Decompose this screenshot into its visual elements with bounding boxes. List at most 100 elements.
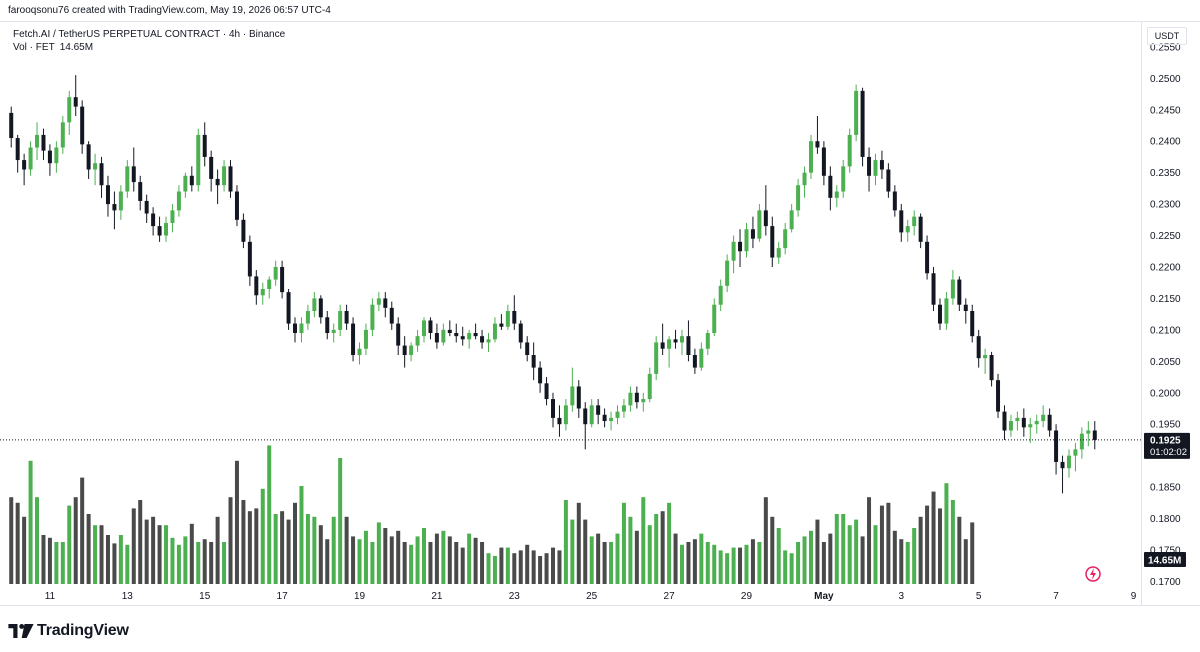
candle-body bbox=[125, 166, 130, 192]
candle bbox=[267, 276, 272, 299]
volume-tag: 14.65M bbox=[1144, 552, 1186, 567]
flash-icon[interactable] bbox=[1085, 566, 1101, 582]
candle bbox=[228, 160, 233, 198]
candle bbox=[589, 399, 594, 428]
candle-body bbox=[892, 191, 897, 211]
candle-body bbox=[551, 399, 555, 418]
candle bbox=[434, 323, 439, 349]
candle bbox=[338, 304, 343, 337]
volume-bar bbox=[299, 486, 304, 584]
time-tick-label: 23 bbox=[509, 591, 521, 602]
candle bbox=[570, 367, 575, 412]
candle bbox=[905, 219, 910, 242]
candle-body bbox=[976, 336, 981, 359]
price-axis-ticks: 0.2550 0.2500 0.2450 0.2400 0.2350 0.2300 0.22… bbox=[1150, 42, 1181, 588]
volume-bar bbox=[280, 511, 285, 584]
time-tick-label: 5 bbox=[976, 591, 982, 602]
volume-bar bbox=[318, 525, 323, 584]
price-tick-label: 0.2350 bbox=[1150, 168, 1181, 179]
candle-body bbox=[544, 383, 549, 400]
candle bbox=[492, 317, 497, 343]
volume-bar bbox=[899, 539, 904, 584]
candle-body bbox=[686, 336, 691, 356]
volume-bar bbox=[196, 542, 201, 584]
candle-body bbox=[415, 336, 420, 346]
chart-pane[interactable]: 0.2550 0.2500 0.2450 0.2400 0.2350 0.2300 0.22… bbox=[0, 22, 1200, 605]
time-tick-label: 11 bbox=[45, 591, 56, 602]
candle-body bbox=[99, 163, 104, 186]
time-tick-label: 19 bbox=[354, 591, 366, 602]
candle-body bbox=[293, 323, 298, 334]
candle bbox=[815, 116, 820, 154]
candle bbox=[67, 90, 72, 135]
volume-bar bbox=[454, 542, 459, 584]
volume-bar bbox=[815, 519, 820, 584]
candle bbox=[970, 304, 975, 343]
volume-layer bbox=[9, 445, 975, 584]
symbol-title[interactable]: Fetch.AI / TetherUS PERPETUAL CONTRACT ·… bbox=[13, 29, 286, 40]
candle bbox=[1021, 408, 1026, 437]
candle bbox=[54, 141, 59, 173]
candle bbox=[757, 204, 762, 242]
candle bbox=[241, 213, 246, 249]
candle-body bbox=[505, 311, 510, 327]
tradingview-logo-icon bbox=[8, 624, 34, 638]
candle-body bbox=[344, 311, 349, 324]
candle-body bbox=[247, 241, 252, 277]
candle-body bbox=[802, 172, 807, 186]
candle bbox=[712, 298, 717, 337]
volume-bar bbox=[460, 547, 465, 584]
currency-button[interactable]: USDT bbox=[1147, 27, 1187, 45]
candle bbox=[312, 292, 317, 318]
volume-bar bbox=[667, 502, 672, 584]
candle bbox=[1086, 421, 1091, 447]
candle-body bbox=[918, 216, 923, 242]
price-tick-label: 0.1950 bbox=[1150, 420, 1181, 431]
candle bbox=[718, 279, 723, 311]
volume-bar bbox=[338, 458, 343, 584]
volume-bar bbox=[241, 500, 246, 584]
volume-bar bbox=[492, 556, 497, 584]
volume-bar bbox=[712, 544, 717, 584]
candle bbox=[1028, 417, 1033, 444]
candle bbox=[1092, 421, 1097, 450]
candle-body bbox=[854, 90, 859, 135]
time-tick-label: 7 bbox=[1053, 591, 1059, 602]
candle-body bbox=[22, 160, 27, 170]
volume-legend[interactable]: Vol · FET 14.65M bbox=[13, 41, 285, 54]
candle bbox=[686, 320, 691, 362]
candle-body bbox=[873, 160, 878, 176]
candle-body bbox=[1008, 421, 1013, 431]
candle-body bbox=[712, 304, 717, 334]
candle-body bbox=[621, 405, 626, 412]
candle-body bbox=[1079, 433, 1084, 450]
candlestick-chart[interactable]: 0.2550 0.2500 0.2450 0.2400 0.2350 0.2300 0.22… bbox=[0, 22, 1200, 605]
volume-bar bbox=[686, 542, 691, 584]
candle-body bbox=[144, 200, 149, 214]
candle bbox=[783, 222, 788, 255]
volume-bar bbox=[144, 519, 149, 584]
volume-bar bbox=[41, 535, 46, 584]
price-tick-label: 0.2050 bbox=[1150, 357, 1181, 368]
candle-body bbox=[983, 355, 988, 359]
candle bbox=[873, 153, 878, 186]
candle-body bbox=[692, 355, 697, 368]
candles-layer bbox=[9, 75, 1097, 494]
candle-body bbox=[234, 191, 239, 220]
tradingview-logo[interactable]: TradingView bbox=[8, 620, 129, 642]
candle bbox=[518, 320, 523, 349]
candle-body bbox=[499, 323, 504, 327]
candle bbox=[789, 204, 794, 233]
volume-bar bbox=[176, 544, 181, 584]
candle bbox=[937, 298, 942, 330]
candle-body bbox=[796, 185, 801, 211]
candle bbox=[679, 329, 684, 356]
time-tick-label: 9 bbox=[1131, 591, 1137, 602]
volume-bar bbox=[35, 497, 40, 584]
candle bbox=[73, 75, 78, 117]
candle-body bbox=[215, 178, 220, 186]
candle bbox=[325, 311, 330, 340]
candle-body bbox=[9, 112, 14, 139]
candle-body bbox=[228, 166, 233, 192]
volume-bar bbox=[28, 460, 33, 584]
